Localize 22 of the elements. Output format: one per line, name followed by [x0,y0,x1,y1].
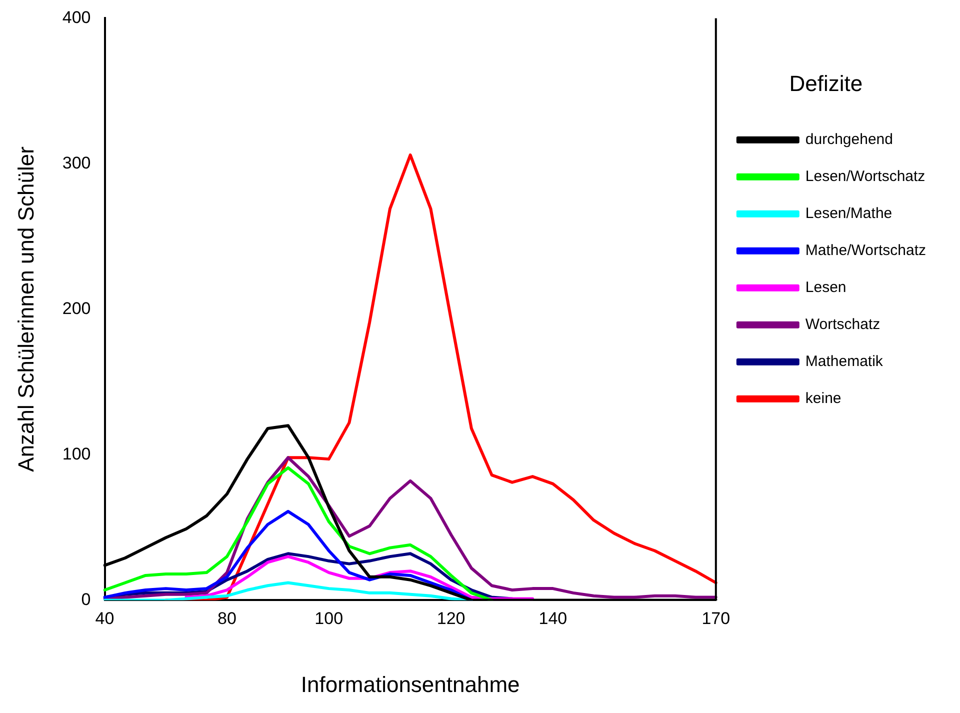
x-tick-label: 140 [538,609,568,628]
legend-label: Lesen [805,279,846,296]
y-tick-label: 300 [62,153,91,172]
y-tick-label: 200 [62,298,91,318]
legend-label: durchgehend [805,131,893,148]
y-tick-label: 100 [62,444,91,464]
legend-label: Lesen/Wortschatz [805,168,926,186]
y-axis-title: Anzahl Schülerinnen und Schüler [13,146,38,472]
legend-label: Mathe/Wortschatz [805,242,926,260]
legend-label: Wortschatz [805,316,880,334]
legend-title: Defizite [789,71,863,96]
x-axis-title: Informationsentnahme [300,672,520,697]
x-tick-label: 120 [436,609,466,628]
x-tick-label: 170 [702,609,730,628]
x-tick-label: 40 [95,609,114,628]
x-tick-label: 80 [218,609,236,628]
x-tick-label: 100 [314,609,344,628]
legend-label: Lesen/Mathe [805,205,892,222]
y-tick-label: 400 [62,8,91,27]
legend-label: keine [805,390,842,408]
legend-label: Mathematik [805,353,884,370]
y-tick-label: 0 [81,590,91,609]
